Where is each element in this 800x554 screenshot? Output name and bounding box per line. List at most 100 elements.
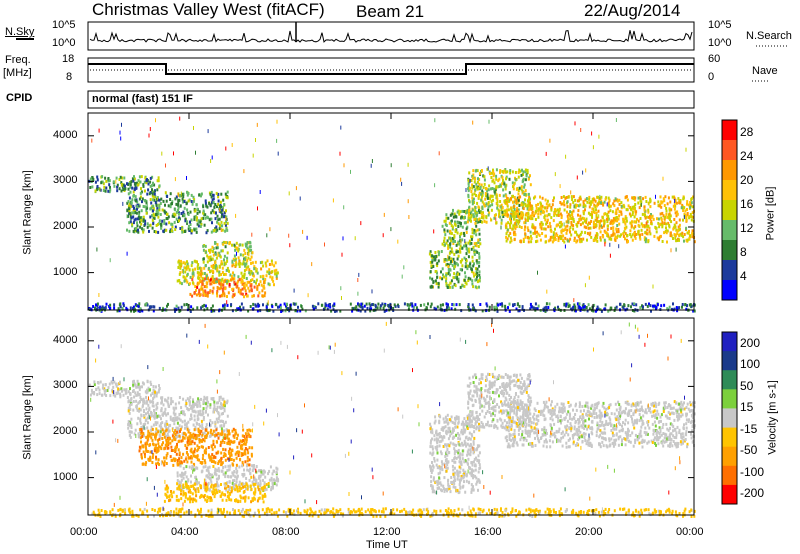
echo-cell — [138, 210, 141, 214]
echo-cell — [185, 402, 188, 405]
echo-cell — [457, 240, 460, 244]
echo-cell — [178, 279, 181, 282]
echo-cell — [566, 210, 568, 214]
echo-cell — [152, 432, 155, 436]
echo-cell — [176, 487, 179, 491]
echo-cell — [196, 414, 199, 418]
echo-cell — [145, 395, 148, 399]
echo-cell — [171, 449, 174, 452]
echo-cell — [515, 187, 518, 191]
echo-cell — [360, 302, 363, 306]
echo-cell — [516, 209, 518, 213]
echo-cell — [229, 492, 232, 496]
echo-cell — [112, 385, 115, 389]
echo-cell — [512, 183, 515, 187]
echo-cell — [563, 302, 566, 306]
echo-cell — [253, 280, 256, 284]
echo-cell — [167, 215, 170, 219]
echo-cell — [168, 429, 171, 433]
scatter-cell — [407, 162, 409, 167]
echo-cell — [188, 282, 191, 286]
echo-cell — [256, 284, 259, 288]
echo-cell — [146, 379, 149, 383]
echo-cell — [212, 439, 215, 443]
echo-cell — [526, 205, 529, 208]
echo-cell — [513, 213, 516, 217]
echo-cell — [129, 424, 132, 428]
echo-cell — [572, 219, 575, 223]
echo-cell — [329, 303, 331, 306]
echo-cell — [196, 456, 199, 459]
echo-cell — [221, 461, 224, 465]
echo-cell — [630, 222, 633, 226]
echo-cell — [237, 287, 240, 291]
echo-cell — [566, 239, 569, 243]
echo-cell — [295, 302, 298, 306]
echo-cell — [156, 223, 159, 226]
echo-cell — [477, 177, 479, 181]
echo-cell — [142, 423, 145, 427]
echo-cell — [448, 258, 450, 262]
echo-cell — [637, 232, 640, 236]
scatter-cell — [604, 242, 606, 247]
echo-cell — [249, 471, 252, 475]
echo-cell — [128, 411, 131, 415]
echo-cell — [576, 233, 579, 237]
scatter-cell — [598, 134, 600, 139]
echo-cell — [478, 252, 481, 256]
echo-cell — [183, 472, 186, 476]
echo-cell — [675, 214, 678, 218]
scatter-cell — [225, 146, 227, 151]
echo-cell — [188, 435, 191, 439]
echo-cell — [574, 203, 577, 207]
echo-cell — [212, 197, 215, 201]
echo-cell — [271, 472, 274, 476]
scatter-cell — [225, 216, 227, 221]
echo-cell — [275, 470, 278, 474]
echo-cell — [541, 204, 544, 208]
echo-cell — [613, 232, 616, 236]
echo-cell — [451, 227, 454, 231]
echo-cell — [655, 306, 658, 309]
echo-cell — [526, 226, 529, 230]
echo-cell — [211, 475, 214, 479]
echo-cell — [430, 264, 433, 268]
echo-cell — [128, 196, 131, 200]
echo-cell — [266, 309, 269, 313]
echo-cell — [508, 309, 511, 313]
echo-cell — [522, 203, 524, 207]
echo-cell — [205, 231, 208, 235]
echo-cell — [133, 395, 136, 399]
echo-cell — [499, 215, 502, 219]
echo-cell — [690, 201, 693, 205]
echo-cell — [634, 236, 637, 240]
echo-cell — [212, 410, 215, 414]
echo-cell — [454, 214, 457, 218]
scatter-cell — [585, 168, 587, 173]
echo-cell — [616, 219, 619, 223]
echo-cell — [165, 211, 168, 215]
echo-cell — [236, 445, 239, 449]
echo-cell — [193, 228, 196, 232]
echo-cell — [179, 204, 182, 208]
echo-cell — [580, 237, 582, 241]
echo-cell — [243, 281, 246, 285]
echo-cell — [183, 200, 186, 203]
echo-cell — [564, 236, 567, 240]
echo-cell — [552, 219, 555, 223]
echo-cell — [203, 451, 206, 455]
echo-cell — [193, 449, 196, 453]
echo-cell — [507, 221, 510, 225]
echo-cell — [227, 468, 230, 472]
echo-cell — [157, 212, 160, 216]
echo-cell — [224, 229, 227, 233]
echo-cell — [607, 309, 610, 313]
echo-cell — [241, 287, 244, 291]
echo-cell — [173, 435, 175, 439]
echo-cell — [313, 305, 316, 308]
echo-cell — [198, 193, 201, 197]
scatter-cell — [138, 181, 140, 186]
echo-cell — [590, 200, 593, 204]
echo-cell — [569, 203, 572, 207]
echo-cell — [668, 225, 671, 229]
